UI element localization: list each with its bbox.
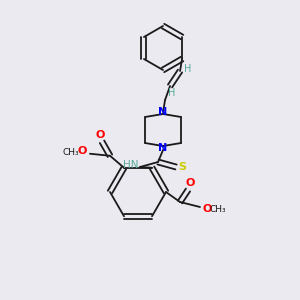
Text: CH₃: CH₃ <box>63 148 79 157</box>
Text: H: H <box>184 64 192 74</box>
Text: O: O <box>202 204 212 214</box>
Text: S: S <box>178 162 186 172</box>
Text: N: N <box>158 107 168 117</box>
Text: N: N <box>158 143 168 153</box>
Text: O: O <box>95 130 105 140</box>
Text: O: O <box>185 178 195 188</box>
Text: CH₃: CH₃ <box>210 206 226 214</box>
Text: H: H <box>168 88 176 98</box>
Text: O: O <box>77 146 87 156</box>
Text: HN: HN <box>123 160 139 170</box>
